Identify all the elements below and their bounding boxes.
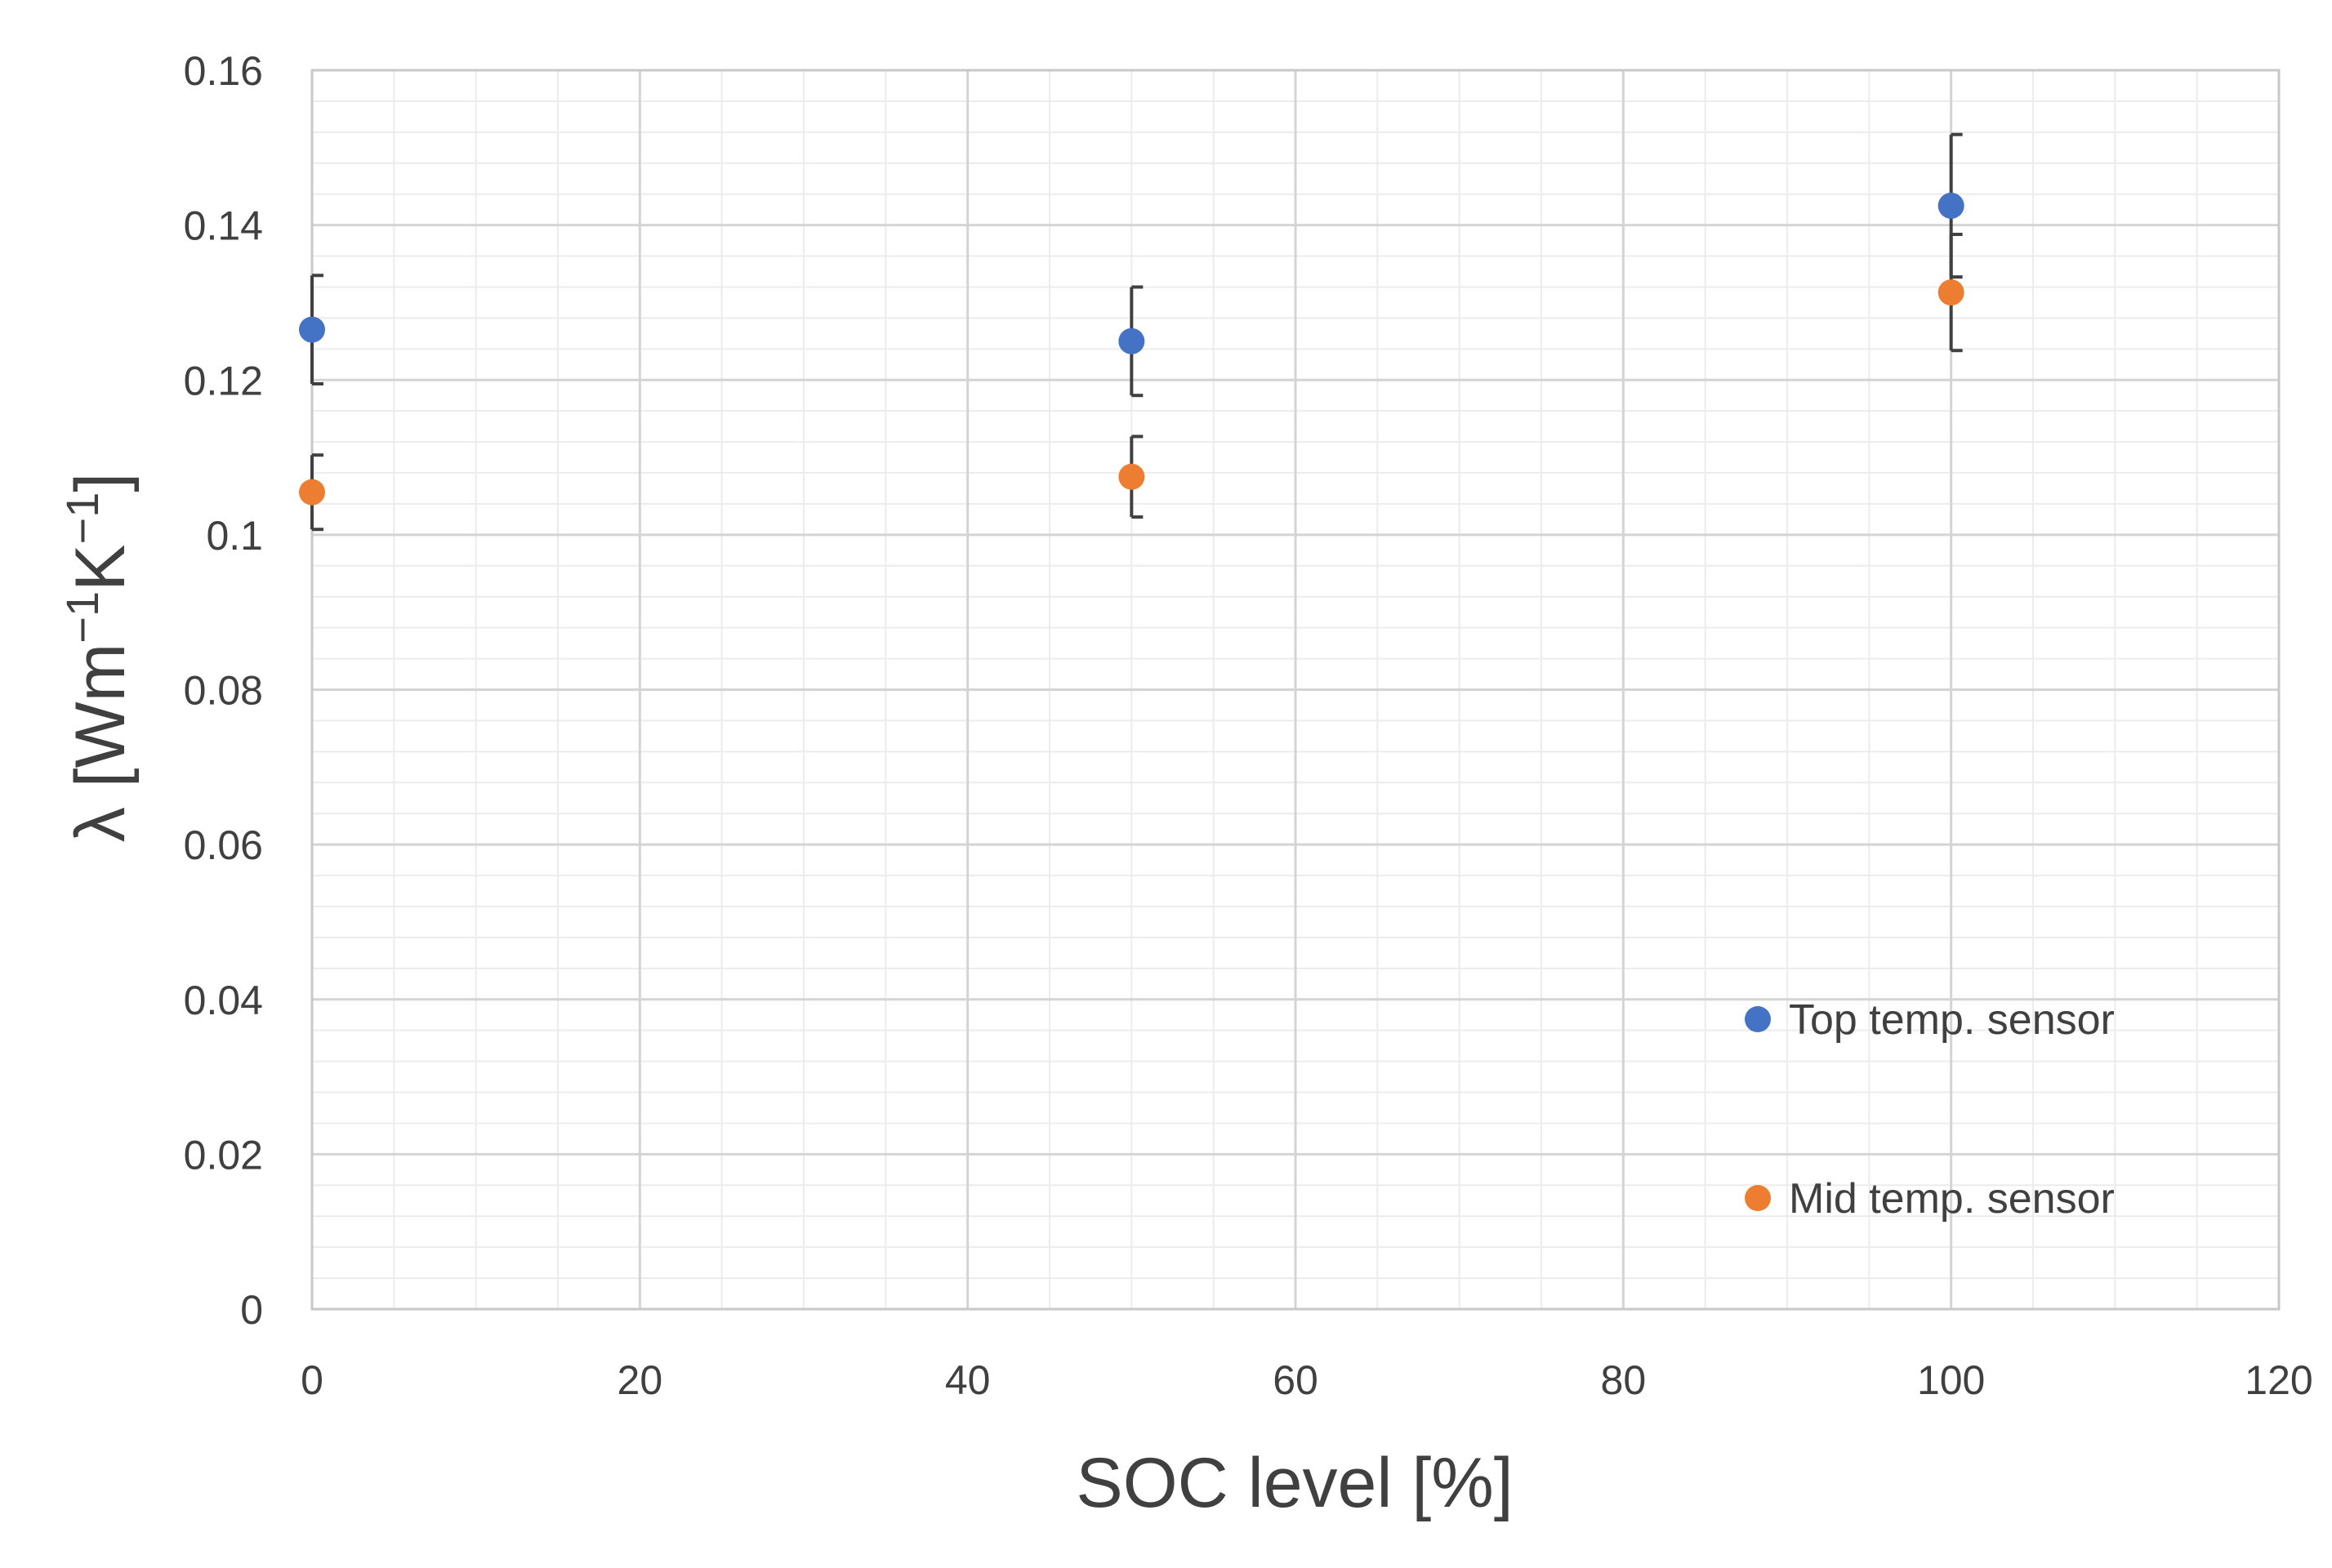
x-axis-tick-labels: 0 20 40 60 80 100 120 [301,1357,2313,1403]
legend: Top temp. sensor Mid temp. sensor [1745,996,2115,1223]
x-tick-label: 0 [301,1357,323,1403]
x-tick-label: 100 [1917,1357,1985,1403]
data-point-top-temp-sensor [1118,327,1145,354]
x-axis-title: SOC level [%] [1076,1444,1513,1522]
legend-item-top-temp-sensor: Top temp. sensor [1745,996,2115,1044]
data-point-top-temp-sensor [299,316,325,343]
y-axis-title-sup2: −1 [56,492,108,545]
data-point-top-temp-sensor [1937,192,1964,219]
legend-label-mid-temp-sensor: Mid temp. sensor [1789,1175,2115,1223]
x-tick-label: 80 [1601,1357,1647,1403]
x-tick-label: 20 [618,1357,663,1403]
y-tick-label: 0.1 [206,513,263,559]
y-tick-label: 0.16 [184,48,263,94]
y-tick-label: 0.14 [184,203,263,249]
y-axis-title: λ [Wm−1K−1] [56,473,140,843]
y-axis-tick-labels: 0 0.02 0.04 0.06 0.08 0.1 0.12 0.14 0.16 [184,48,263,1333]
data-points [299,192,1964,506]
x-tick-label: 120 [2245,1357,2312,1403]
legend-item-mid-temp-sensor: Mid temp. sensor [1745,1175,2115,1223]
data-point-mid-temp-sensor [1937,279,1964,306]
x-tick-label: 40 [945,1357,991,1403]
legend-marker-top-temp-sensor [1745,1006,1771,1032]
y-axis-title-mid: K [61,544,140,590]
y-axis-title-end: ] [61,473,140,492]
y-tick-label: 0 [240,1287,263,1333]
y-tick-label: 0.04 [184,978,263,1023]
y-tick-label: 0.12 [184,358,263,403]
data-point-mid-temp-sensor [299,479,325,506]
y-tick-label: 0.02 [184,1132,263,1178]
legend-marker-mid-temp-sensor [1745,1185,1771,1211]
y-axis-title-sup1: −1 [56,591,108,644]
y-axis-title-main: λ [Wm [61,644,140,843]
y-tick-label: 0.06 [184,822,263,868]
y-tick-label: 0.08 [184,668,263,714]
data-point-mid-temp-sensor [1118,463,1145,490]
x-tick-label: 60 [1273,1357,1318,1403]
plot-area-border [310,69,2281,1311]
legend-label-top-temp-sensor: Top temp. sensor [1789,996,2115,1044]
